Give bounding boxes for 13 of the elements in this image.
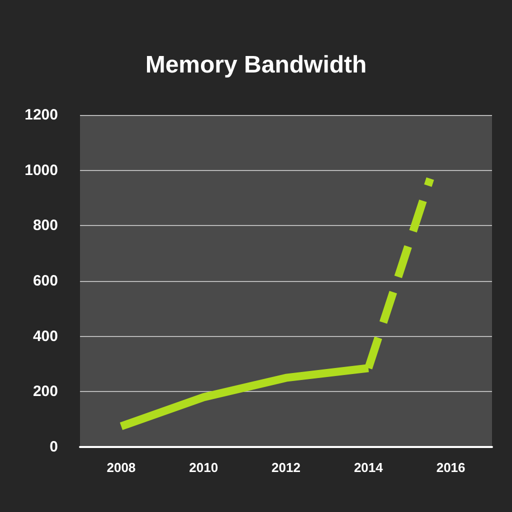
x-tick-label: 2014: [354, 460, 384, 475]
chart-title: Memory Bandwidth: [145, 52, 367, 78]
x-tick-label: 2012: [272, 460, 300, 475]
y-tick-label: 400: [32, 328, 58, 345]
y-tick-label: 800: [32, 217, 58, 234]
y-tick-label: 0: [50, 438, 58, 456]
y-tick-label: 1000: [24, 162, 58, 179]
x-tick-label: 2010: [189, 460, 218, 475]
y-tick-label: 200: [32, 383, 58, 400]
y-tick-label: 600: [32, 272, 58, 290]
x-tick-label: 2008: [106, 460, 136, 475]
x-tick-label: 2016: [436, 460, 466, 475]
y-tick-label: 1200: [24, 106, 58, 124]
